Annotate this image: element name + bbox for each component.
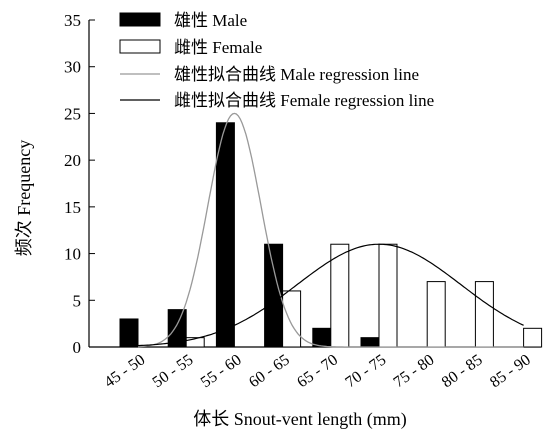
bars <box>119 122 543 348</box>
legend-label: 雌性拟合曲线 Female regression line <box>174 91 434 110</box>
female-bar <box>523 327 543 348</box>
male-regression-line <box>137 112 524 348</box>
x-tick-label: 60 - 65 <box>246 351 293 391</box>
female-bar <box>474 281 494 348</box>
legend-label: 雄性 Male <box>174 11 247 30</box>
female-regression-line <box>137 243 524 347</box>
legend-label: 雌性 Female <box>174 38 262 57</box>
x-tick-label: 75 - 80 <box>391 351 438 391</box>
y-tick-label: 35 <box>64 11 81 30</box>
y-tick-label: 30 <box>64 58 81 77</box>
y-tick-label: 20 <box>64 151 81 170</box>
legend-swatch <box>119 12 161 27</box>
legend-label: 雄性拟合曲线 Male regression line <box>174 65 419 84</box>
male-bar <box>360 337 380 348</box>
x-tick-label: 65 - 70 <box>294 351 341 391</box>
x-tick-label: 50 - 55 <box>150 351 197 391</box>
x-axis-label: 体长 Snout-vent length (mm) <box>193 409 406 430</box>
legend-swatch <box>119 39 161 54</box>
female-bar <box>378 243 398 348</box>
x-tick-label: 45 - 50 <box>101 351 148 391</box>
female-bar <box>185 337 205 348</box>
x-tick-label: 80 - 85 <box>439 351 486 391</box>
female-bar <box>330 243 350 348</box>
x-tick-label: 70 - 75 <box>342 351 389 391</box>
male-bar <box>167 309 187 348</box>
regression-curves <box>137 112 524 348</box>
male-bar <box>119 318 139 348</box>
y-tick-label: 10 <box>64 245 81 264</box>
y-tick-label: 15 <box>64 198 81 217</box>
legend: 雄性 Male 雌性 Female 雄性拟合曲线 Male regression l… <box>119 11 434 110</box>
x-tick-label: 55 - 60 <box>198 351 245 391</box>
y-axis-label: 频次 Frequency <box>14 140 34 256</box>
y-tick-label: 25 <box>64 104 81 123</box>
y-tick-label: 5 <box>73 291 82 310</box>
female-bar <box>426 281 446 348</box>
y-tick-label: 0 <box>73 338 82 357</box>
x-tick-label: 85 - 90 <box>487 351 534 391</box>
female-bar <box>282 290 302 348</box>
male-bar <box>215 122 235 348</box>
